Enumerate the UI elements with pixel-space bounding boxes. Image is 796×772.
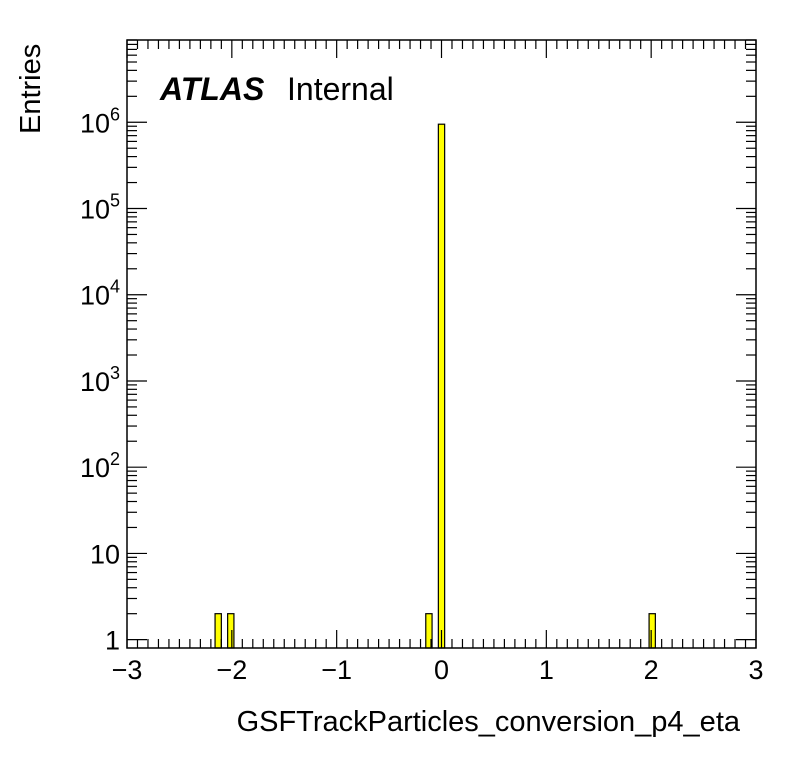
histogram-bar [227,613,235,649]
tick-labels-layer: −3 −2 −1 0 1 2 3 1 10 102 103 104 105 106 [80,104,764,685]
atlas-label: ATLAS [159,71,265,107]
y-tick-label: 103 [80,363,120,397]
bars-layer [214,123,656,649]
histogram-bar [214,613,222,649]
x-tick-label: 2 [644,655,659,685]
x-tick-label: −2 [216,655,247,685]
histogram-bar [648,613,656,649]
plot-frame [126,39,757,649]
histogram-bar [437,123,446,649]
x-axis-title: GSFTrackParticles_conversion_p4_eta [237,706,741,738]
y-tick-label: 104 [80,277,120,311]
x-tick-label: −3 [112,655,143,685]
x-tick-label: 1 [539,655,554,685]
y-tick-label: 105 [80,191,120,225]
x-tick-label: 0 [434,655,449,685]
y-tick-label: 10 [90,539,120,569]
y-tick-label: 1 [105,626,120,656]
y-axis-title: Entries [15,44,47,134]
internal-label: Internal [287,71,394,107]
x-tick-label: −1 [321,655,352,685]
y-tick-label: 102 [80,449,120,483]
x-tick-label: 3 [748,655,763,685]
y-tick-label: 106 [80,104,120,138]
